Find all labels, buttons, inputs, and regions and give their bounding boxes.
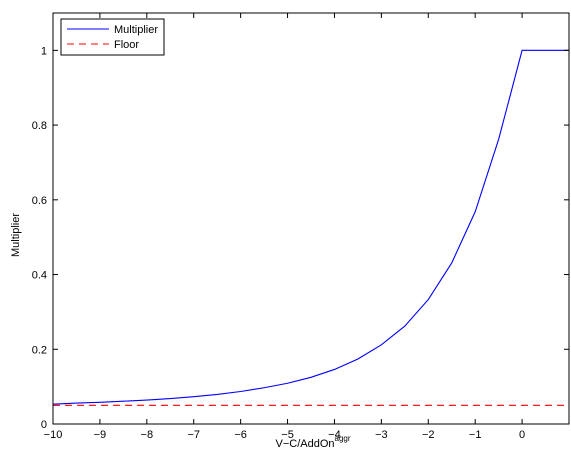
x-tick-label: −2	[422, 429, 435, 441]
series-line-multiplier	[53, 49, 569, 405]
x-axis-label-main: V−C/AddOn	[275, 438, 334, 450]
y-tick-label: 0.2	[32, 344, 47, 356]
x-tick-label: −9	[94, 429, 107, 441]
x-tick-label: 0	[519, 429, 525, 441]
x-tick-label: −6	[234, 429, 247, 441]
legend-box	[60, 18, 165, 56]
series-group	[53, 49, 569, 406]
x-tick-label: −8	[141, 429, 154, 441]
legend-label-floor: Floor	[114, 39, 139, 51]
x-tick-label: −10	[44, 429, 63, 441]
y-tick-label: 0.8	[32, 120, 47, 132]
y-tick-label: 1	[41, 45, 47, 57]
x-tick-label: −7	[187, 429, 200, 441]
x-tick-label: −4	[328, 429, 341, 441]
legend: Multiplier Floor	[60, 18, 165, 56]
y-tick-label: 0.6	[32, 195, 47, 207]
x-axis-label-superscript: aggr	[335, 434, 351, 443]
x-axis-label: V−C/AddOnaggr	[275, 434, 350, 450]
y-tick-label: 0	[41, 419, 47, 431]
y-axis-label: Multiplier	[10, 213, 22, 257]
axes-layer: −10 −9 −8 −7 −6 −5 −4 −3 −2 −1 000.20.40.60.81	[32, 12, 570, 441]
x-tick-label: −1	[469, 429, 482, 441]
y-tick-label: 0.4	[32, 270, 47, 282]
labels-layer: V−C/AddOnaggr Multiplier	[10, 213, 351, 450]
axes-box	[52, 12, 570, 425]
legend-label-multiplier: Multiplier	[114, 24, 158, 36]
x-tick-label: −5	[281, 429, 294, 441]
series-layer	[53, 49, 569, 406]
x-tick-label: −3	[375, 429, 388, 441]
